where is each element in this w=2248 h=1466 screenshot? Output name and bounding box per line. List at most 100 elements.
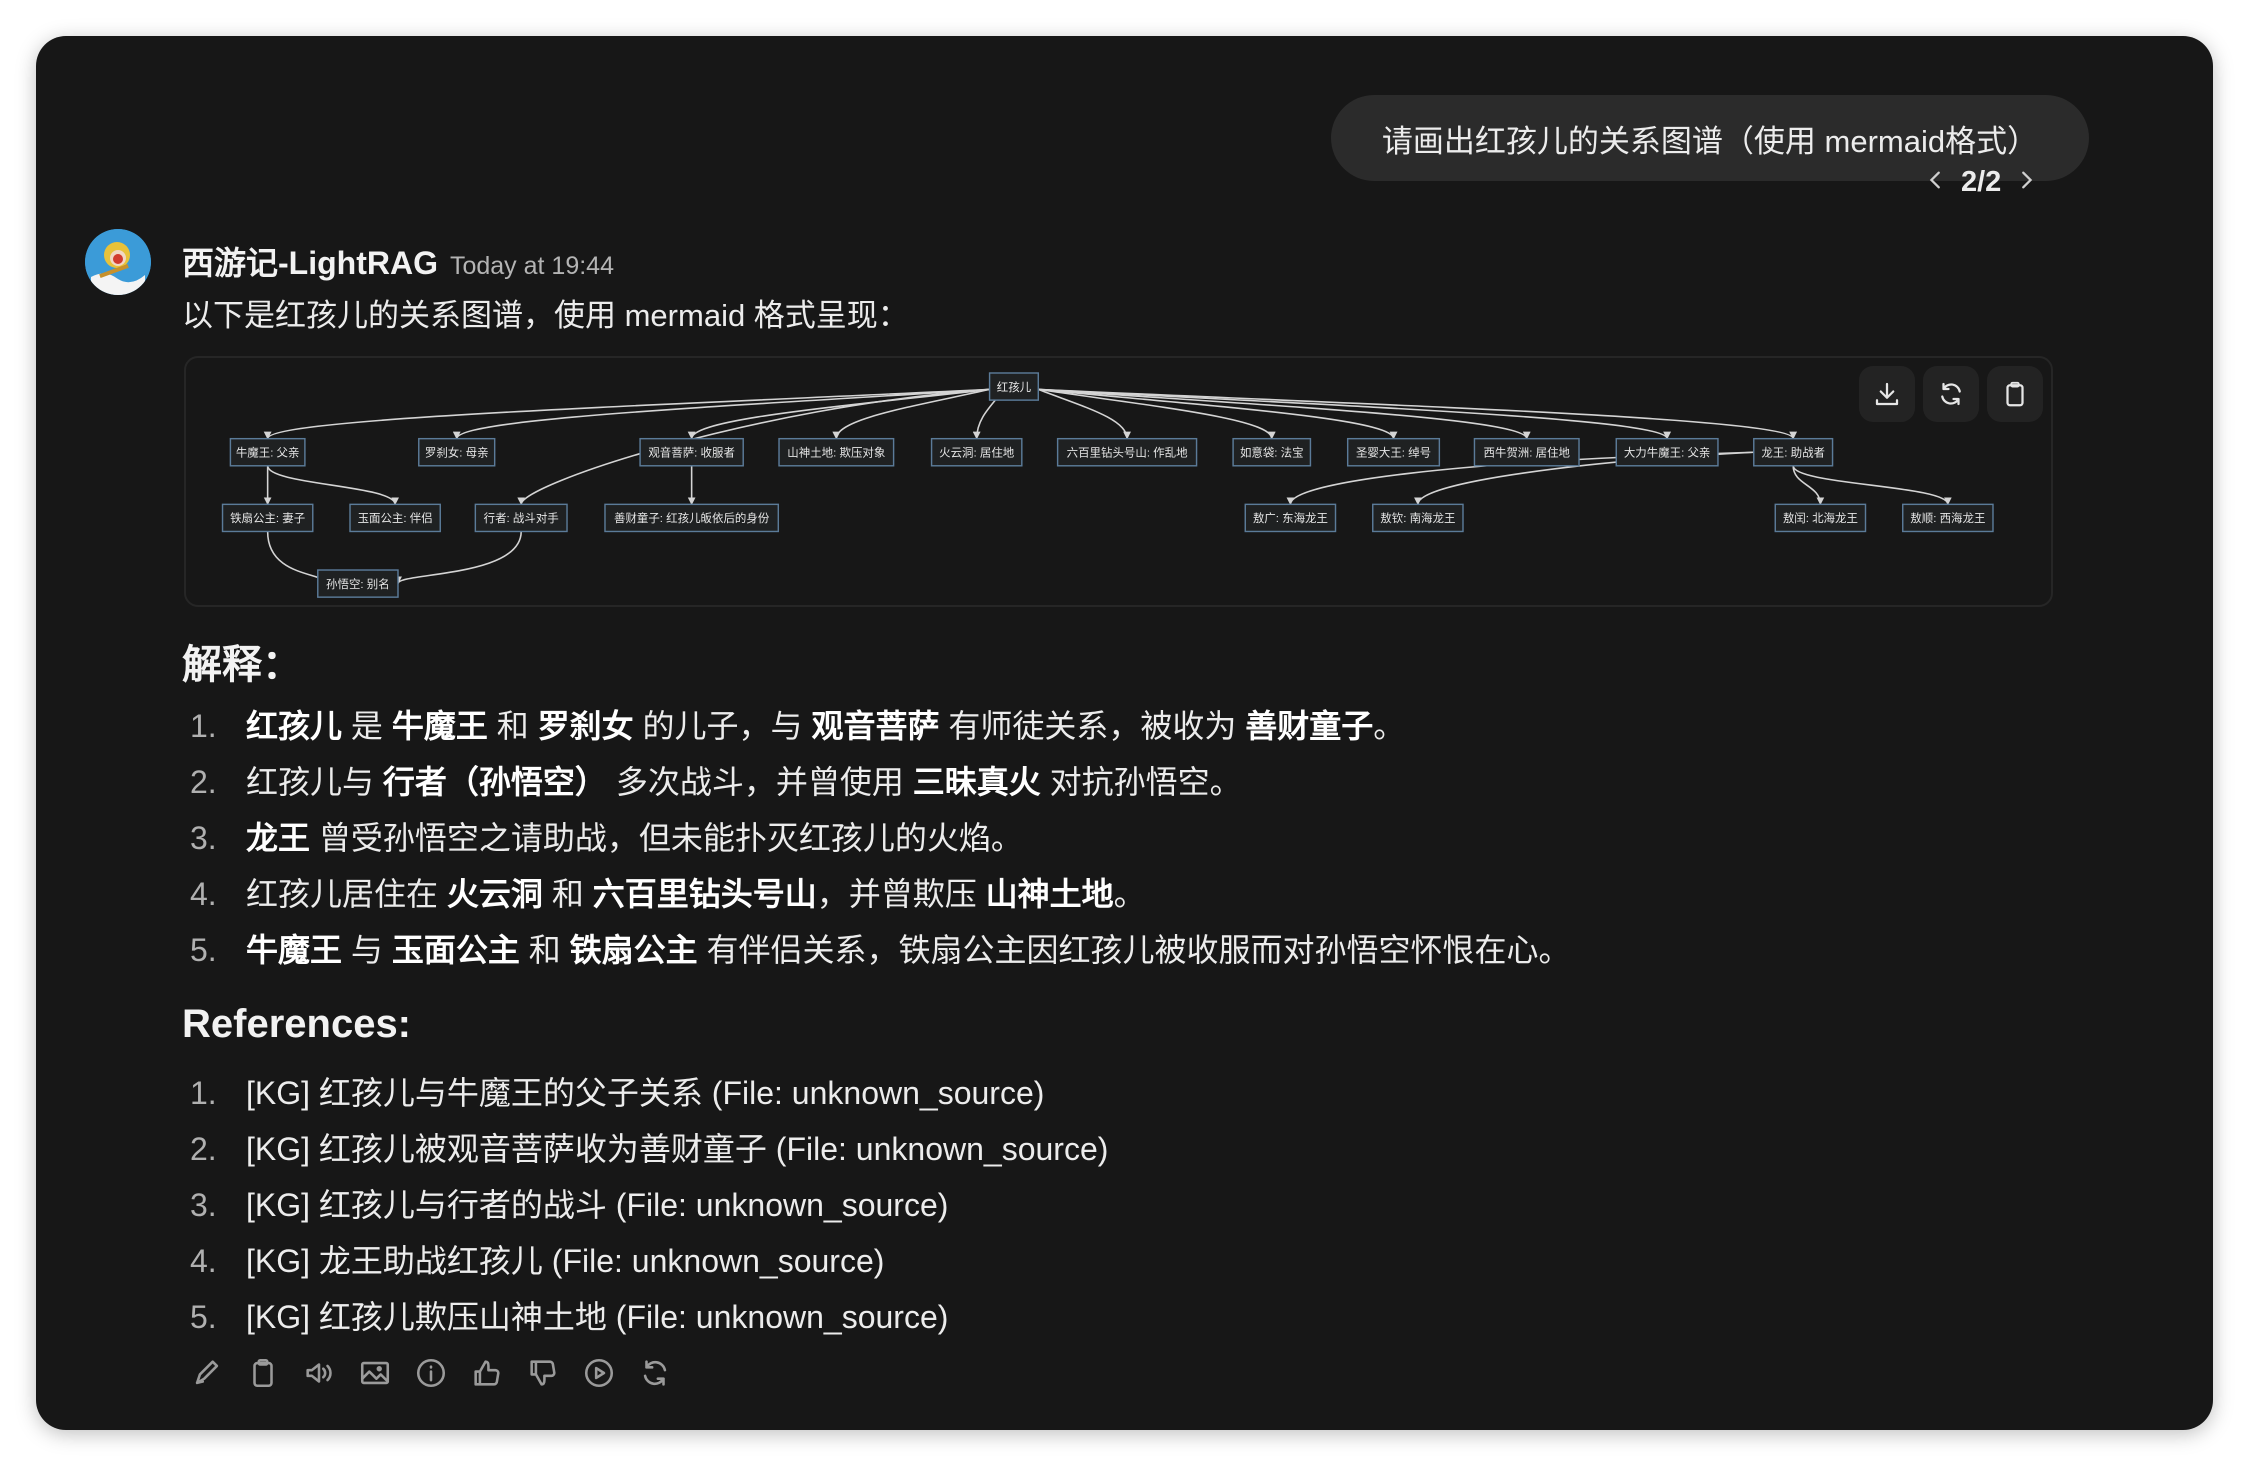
edge-root-xn bbox=[1038, 388, 1531, 440]
node-label: 敖闰: 北海龙王 bbox=[1783, 511, 1858, 525]
copy-button[interactable] bbox=[246, 1356, 280, 1390]
copy-icon bbox=[253, 1358, 273, 1388]
regenerate-button[interactable] bbox=[638, 1356, 672, 1390]
thumbs-up-button[interactable] bbox=[470, 1356, 504, 1390]
list-number: 2. bbox=[190, 1131, 217, 1167]
explanation-item: 4. 红孩儿居住在 火云洞 和 六百里钻头号山，并曾欺压 山神土地。 bbox=[190, 866, 1571, 922]
assistant-name-text: 西游记-LightRAG bbox=[182, 245, 438, 281]
edge-root-ss bbox=[832, 388, 990, 440]
references-list: 1. [KG] 红孩儿与牛魔王的父子关系 (File: unknown_sourc… bbox=[190, 1065, 1108, 1345]
read-aloud-button[interactable] bbox=[302, 1356, 336, 1390]
edge-lw-as bbox=[1792, 465, 1952, 506]
reference-text: [KG] 红孩儿与行者的战斗 (File: unknown_source) bbox=[246, 1187, 949, 1223]
bold-term: 善财童子 bbox=[1245, 708, 1374, 744]
text-segment: 对抗孙悟空。 bbox=[1040, 764, 1242, 800]
text-segment: 有师徒关系，被收为 bbox=[939, 708, 1246, 744]
node-box bbox=[1372, 503, 1464, 533]
text-segment: 与 bbox=[342, 932, 392, 968]
references-heading: References: bbox=[182, 1002, 412, 1046]
list-number: 4. bbox=[190, 876, 217, 912]
refresh-icon bbox=[1941, 382, 1961, 406]
graph-node-lbl: 六百里钻头号山: 作乱地 bbox=[1056, 437, 1198, 467]
thumbs-down-button[interactable] bbox=[526, 1356, 560, 1390]
text-segment: 是 bbox=[342, 708, 392, 744]
image-button[interactable] bbox=[358, 1356, 392, 1390]
explanation-item: 5. 牛魔王 与 玉面公主 和 铁扇公主 有伴侣关系，铁扇公主因红孩儿被收服而对孙… bbox=[190, 922, 1571, 978]
list-number: 2. bbox=[190, 764, 217, 800]
text-segment: 红孩儿居住在 bbox=[246, 876, 447, 912]
graph-node-aq: 敖钦: 南海龙王 bbox=[1372, 503, 1464, 533]
user-message-text: 请画出红孩儿的关系图谱（使用 mermaid格式） bbox=[1381, 123, 2039, 159]
node-box bbox=[930, 437, 1023, 467]
bold-term: 火云洞 bbox=[446, 876, 543, 912]
text-segment: 和 bbox=[487, 708, 538, 744]
edge-root-xz bbox=[517, 388, 990, 506]
node-label: 西牛贺洲: 居住地 bbox=[1483, 446, 1570, 460]
edit-icon bbox=[195, 1360, 219, 1385]
info-icon bbox=[416, 1358, 446, 1388]
regenerate-icon bbox=[643, 1360, 667, 1386]
node-label: 善财童子: 红孩儿皈依后的身份 bbox=[614, 511, 770, 525]
download-diagram-button[interactable] bbox=[1859, 366, 1915, 422]
graph-node-lw: 龙王: 助战者 bbox=[1753, 437, 1834, 467]
reference-item: 5. [KG] 红孩儿欺压山神土地 (File: unknown_source) bbox=[190, 1289, 1108, 1345]
response-pager: 2/2 bbox=[1925, 162, 2037, 202]
reference-text: [KG] 龙王助战红孩儿 (File: unknown_source) bbox=[246, 1243, 885, 1279]
bold-term: 罗刹女 bbox=[537, 708, 634, 744]
bold-term: 行者（孙悟空） bbox=[382, 764, 607, 800]
reference-item: 4. [KG] 龙王助战红孩儿 (File: unknown_source) bbox=[190, 1233, 1108, 1289]
info-button[interactable] bbox=[414, 1356, 448, 1390]
next-response-button[interactable] bbox=[2015, 166, 2037, 199]
prev-response-button[interactable] bbox=[1925, 166, 1947, 199]
pager-label: 2/2 bbox=[1961, 165, 2002, 198]
reference-text: [KG] 红孩儿欺压山神土地 (File: unknown_source) bbox=[246, 1299, 949, 1335]
explanation-item: 1. 红孩儿 是 牛魔王 和 罗刹女 的儿子，与 观音菩萨 有师徒关系，被收为 善… bbox=[190, 698, 1571, 754]
list-number: 3. bbox=[190, 1187, 217, 1223]
node-box bbox=[1056, 437, 1198, 467]
graph-node-lcn: 罗刹女: 母亲 bbox=[418, 437, 496, 467]
refresh-diagram-button[interactable] bbox=[1923, 366, 1979, 422]
text-segment: 。 bbox=[1113, 876, 1146, 912]
bold-term: 六百里钻头号山 bbox=[592, 876, 817, 912]
node-box bbox=[1774, 503, 1867, 533]
edge-lw-ar bbox=[1792, 465, 1825, 506]
edge-root-lbl bbox=[1038, 388, 1132, 440]
reference-item: 1. [KG] 红孩儿与牛魔王的父子关系 (File: unknown_sourc… bbox=[190, 1065, 1108, 1121]
node-box bbox=[1615, 437, 1719, 467]
chevron-right-icon bbox=[2022, 171, 2033, 188]
reference-item: 3. [KG] 红孩儿与行者的战斗 (File: unknown_source) bbox=[190, 1177, 1108, 1233]
explanation-item: 2. 红孩儿与 行者（孙悟空） 多次战斗，并曾使用 三昧真火 对抗孙悟空。 bbox=[190, 754, 1571, 810]
node-box bbox=[349, 503, 441, 533]
copy-diagram-button[interactable] bbox=[1987, 366, 2043, 422]
node-box bbox=[1753, 437, 1834, 467]
graph-node-gy: 观音菩萨: 收服者 bbox=[639, 437, 744, 467]
node-label: 红孩儿 bbox=[997, 381, 1032, 394]
node-box bbox=[639, 437, 744, 467]
node-box bbox=[1902, 503, 1994, 533]
edit-button[interactable] bbox=[190, 1356, 224, 1390]
node-label: 龙王: 助战者 bbox=[1761, 446, 1825, 460]
text-segment: 的儿子，与 bbox=[633, 708, 812, 744]
chat-window: 请画出红孩儿的关系图谱（使用 mermaid格式） 2/2 西游记-LightR… bbox=[36, 36, 2213, 1430]
graph-node-nmw: 牛魔王: 父亲 bbox=[229, 437, 306, 467]
graph-node-sy: 圣婴大王: 绰号 bbox=[1346, 437, 1441, 467]
graph-node-swk: 孙悟空: 别名 bbox=[317, 569, 399, 598]
node-label: 敖钦: 南海龙王 bbox=[1380, 511, 1455, 525]
assistant-name: 西游记-LightRAG Today at 19:44 bbox=[182, 238, 614, 284]
graph-node-ym: 玉面公主: 伴侣 bbox=[349, 503, 441, 533]
graph-node-sc: 善财童子: 红孩儿皈依后的身份 bbox=[604, 503, 780, 533]
edge-root-sy bbox=[1038, 388, 1398, 440]
node-label: 孙悟空: 别名 bbox=[326, 577, 390, 591]
message-timestamp: Today at 19:44 bbox=[449, 252, 614, 280]
edge-root-dl bbox=[1038, 388, 1671, 440]
reference-item: 2. [KG] 红孩儿被观音菩萨收为善财童子 (File: unknown_sou… bbox=[190, 1121, 1108, 1177]
bold-term: 三昧真火 bbox=[912, 764, 1041, 800]
node-box bbox=[229, 437, 306, 467]
text-segment: 曾受孙悟空之请助战，但未能扑灭红孩儿的火焰。 bbox=[310, 820, 1023, 856]
bold-term: 红孩儿 bbox=[246, 708, 343, 744]
monkey-king-avatar-icon bbox=[85, 229, 151, 295]
node-label: 观音菩萨: 收服者 bbox=[648, 446, 735, 460]
play-button[interactable] bbox=[582, 1356, 616, 1390]
graph-node-ag: 敖广: 东海龙王 bbox=[1244, 503, 1337, 533]
